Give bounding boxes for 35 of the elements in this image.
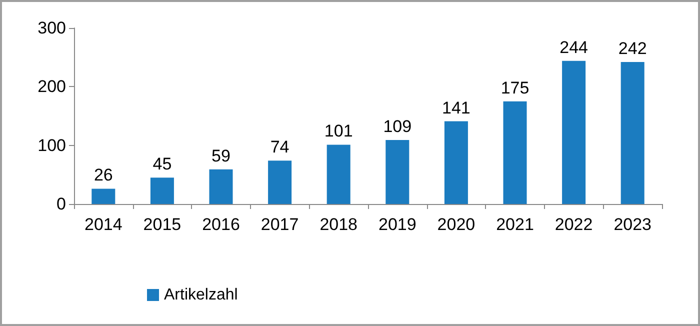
- y-tick-label: 0: [56, 194, 66, 214]
- data-label: 109: [383, 117, 412, 136]
- x-tick-label: 2017: [260, 215, 299, 234]
- data-label: 26: [94, 166, 113, 185]
- bar: [92, 188, 116, 204]
- x-tick-label: 2014: [84, 215, 122, 234]
- data-label: 101: [324, 122, 353, 141]
- x-tick-label: 2016: [202, 215, 240, 234]
- y-tick-label: 200: [38, 77, 66, 96]
- data-label: 59: [212, 146, 230, 166]
- y-tick-label: 100: [38, 136, 66, 155]
- data-label: 244: [560, 38, 588, 57]
- legend-label: Artikelzahl: [164, 286, 238, 304]
- bar: [268, 160, 292, 204]
- x-tick-label: 2022: [554, 215, 593, 234]
- bar: [444, 121, 468, 204]
- data-label: 242: [618, 39, 647, 58]
- bar: [326, 144, 350, 204]
- bar: [209, 169, 233, 204]
- data-label: 45: [152, 154, 172, 174]
- x-tick-label: 2020: [437, 215, 476, 234]
- bar: [562, 60, 586, 204]
- x-tick-label: 2023: [614, 215, 652, 234]
- data-label: 141: [442, 98, 470, 118]
- bar: [503, 101, 527, 204]
- y-tick-label: 300: [38, 18, 66, 38]
- bar: [150, 178, 174, 204]
- data-label: 74: [270, 138, 290, 157]
- x-tick-label: 2018: [320, 215, 358, 234]
- bar: [620, 62, 644, 204]
- bar: [386, 140, 410, 204]
- x-tick-label: 2015: [143, 215, 182, 234]
- x-tick-label: 2019: [378, 215, 416, 234]
- x-tick-label: 2021: [496, 215, 534, 234]
- data-label: 175: [500, 78, 530, 98]
